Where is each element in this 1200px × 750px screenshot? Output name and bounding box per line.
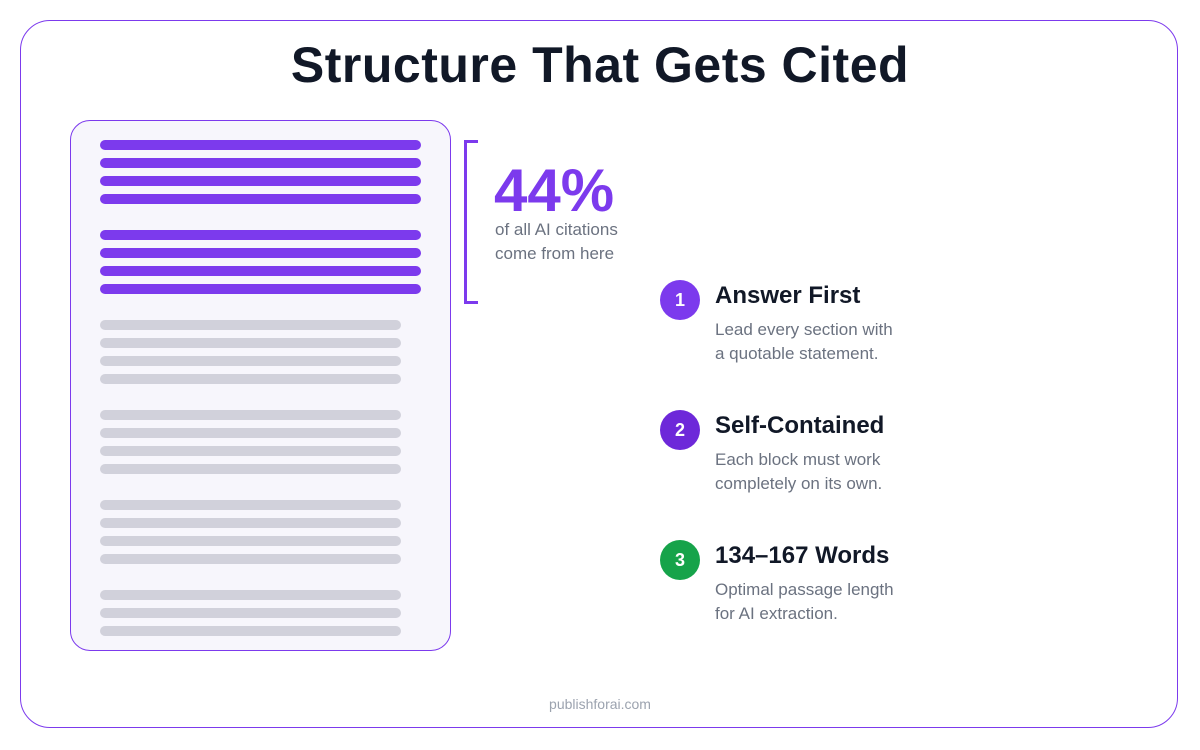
highlighted-text-line — [99, 247, 421, 258]
plain-text-line — [99, 409, 401, 420]
plain-text-line — [99, 319, 401, 330]
highlighted-text-line — [99, 193, 421, 204]
step-number-badge: 2 — [660, 410, 700, 450]
plain-text-line — [99, 517, 401, 528]
infographic-card — [20, 20, 1178, 728]
document-illustration — [70, 120, 451, 651]
step-word-count: 3 134–167 Words Optimal passage length f… — [660, 540, 980, 650]
highlighted-text-line — [99, 175, 421, 186]
plain-text-line — [99, 445, 401, 456]
plain-text-line — [99, 373, 401, 384]
step-answer-first: 1 Answer First Lead every section with a… — [660, 280, 980, 390]
stat-description-line: come from here — [495, 244, 615, 263]
plain-text-line — [99, 607, 401, 618]
step-number-badge: 3 — [660, 540, 700, 580]
step-description: Each block must work completely on its o… — [715, 448, 955, 496]
step-self-contained: 2 Self-Contained Each block must work co… — [660, 410, 980, 520]
plain-text-line — [99, 625, 401, 636]
plain-text-line — [99, 427, 401, 438]
highlighted-text-line — [99, 283, 421, 294]
step-description-line: completely on its own. — [715, 474, 883, 493]
step-description: Lead every section with a quotable state… — [715, 318, 955, 366]
highlighted-text-line — [99, 265, 421, 276]
step-title: 134–167 Words — [715, 542, 890, 569]
highlighted-text-line — [99, 139, 421, 150]
bracket-marker — [464, 140, 478, 304]
step-title: Answer First — [715, 282, 861, 309]
step-description-line: a quotable statement. — [715, 344, 879, 363]
plain-text-line — [99, 589, 401, 600]
step-title: Self-Contained — [715, 412, 885, 439]
page-title: Structure That Gets Cited — [290, 37, 910, 93]
stat-description: of all AI citations come from here — [495, 218, 695, 266]
step-number-badge: 1 — [660, 280, 700, 320]
plain-text-line — [99, 553, 401, 564]
step-description-line: Optimal passage length — [715, 580, 894, 599]
step-description-line: for AI extraction. — [715, 604, 838, 623]
plain-text-line — [99, 535, 401, 546]
highlighted-text-line — [99, 157, 421, 168]
footer-site: publishforai.com — [549, 696, 651, 712]
step-description: Optimal passage length for AI extraction… — [715, 578, 955, 626]
plain-text-line — [99, 463, 401, 474]
step-description-line: Each block must work — [715, 450, 881, 469]
plain-text-line — [99, 499, 401, 510]
step-description-line: Lead every section with — [715, 320, 893, 339]
highlighted-text-line — [99, 229, 421, 240]
stat-description-line: of all AI citations — [495, 220, 618, 239]
plain-text-line — [99, 355, 401, 366]
stat-value: 44% — [494, 157, 615, 224]
plain-text-line — [99, 337, 401, 348]
